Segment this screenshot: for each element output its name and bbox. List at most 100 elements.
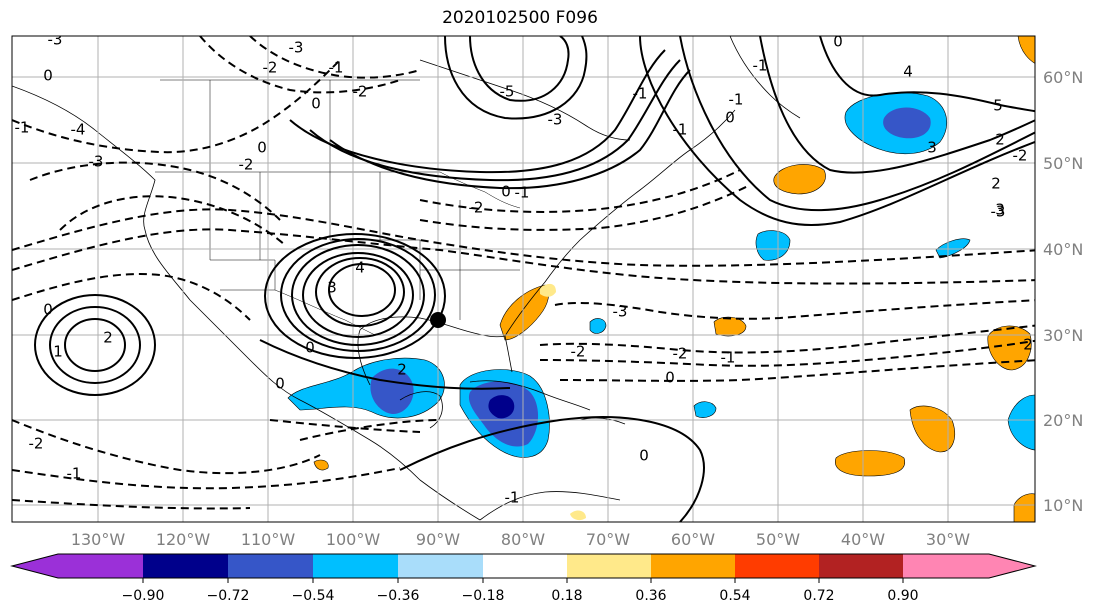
contour-label: -2: [353, 83, 368, 101]
lat-label: 20°N: [1043, 411, 1083, 430]
shaded-anomalies: [287, 36, 1035, 522]
contour-pos-pacific-1: [64, 318, 126, 372]
lon-label: 90°W: [416, 530, 460, 549]
contour-neg-3: [12, 273, 251, 321]
contour-label: 2: [397, 361, 407, 379]
contour-label: 2: [995, 131, 1005, 149]
border-us-canada: [155, 171, 521, 209]
lat-label: 60°N: [1043, 68, 1083, 87]
contour-label: 0: [305, 339, 315, 357]
contour-label: -1: [753, 57, 768, 75]
colorbar-bin: [398, 554, 483, 578]
contour-pos-atl-3: [759, 36, 1035, 174]
colorbar-tick-label: 0.18: [551, 588, 582, 604]
colorbar: −0.90 −0.72 −0.54 −0.36 −0.18 0.18 0.36 …: [10, 553, 1037, 604]
colorbar-tick-label: 0.36: [635, 588, 666, 604]
contour-label: 1: [53, 343, 63, 361]
lon-label: 40°W: [841, 530, 885, 549]
lon-label: 50°W: [756, 530, 800, 549]
anomaly-blue-atlantic-3: [935, 238, 971, 259]
anomaly-navy-caribbean: [488, 395, 515, 419]
colorbar-bin: [651, 554, 735, 578]
contour-label: -3: [991, 203, 1006, 221]
anomaly-darkblue-atlantic-2: [883, 107, 931, 139]
contour-neg-canada-5: [249, 36, 421, 79]
contour-label: -3: [48, 31, 63, 49]
colorbar-low-extend: [12, 554, 58, 578]
contour-neg-canada-2: [29, 161, 281, 221]
anomaly-blue-small-1: [589, 318, 607, 334]
contour-pos-texas-2: [291, 244, 425, 346]
latitude-labels: 60°N 50°N 40°N 30°N 20°N 10°N: [1043, 68, 1083, 515]
colorbar-tick-label: −0.72: [207, 588, 250, 604]
contour-label: -1: [515, 184, 530, 202]
contour-label: -2: [673, 345, 688, 363]
contour-label: 2: [991, 175, 1001, 193]
colorbar-bin: [903, 554, 989, 578]
coastline-yucatan: [399, 391, 443, 429]
anomaly-orange-atlantic-4: [835, 450, 906, 477]
coastline-north-america-west: [12, 85, 481, 521]
anomaly-yellow-carolina: [540, 283, 556, 297]
contour-label: 0: [665, 369, 675, 387]
contour-label: -2: [263, 59, 278, 77]
contour-label: -2: [571, 343, 586, 361]
map-frame: [11, 35, 1036, 523]
contour-label: -1: [633, 85, 648, 103]
contour-pos-zero-south: [259, 339, 511, 390]
coastline-canada-arctic: [419, 59, 631, 141]
lon-label: 70°W: [586, 530, 630, 549]
coastline-hispaniola: [579, 417, 626, 425]
colorbar-high-extend: [989, 554, 1035, 578]
colorbar-tick-label: −0.90: [122, 588, 165, 604]
contour-pos-atl-4: [819, 36, 1035, 113]
lon-label: 130°W: [71, 530, 126, 549]
contour-pos-pacific-3: [34, 294, 156, 396]
lat-label: 10°N: [1043, 496, 1083, 515]
contour-label: -1: [721, 349, 736, 367]
lat-label: 30°N: [1043, 326, 1083, 345]
contour-label: -1: [67, 465, 82, 483]
contour-label: 0: [311, 95, 321, 113]
contour-label: 3: [327, 279, 337, 297]
colorbar-bin: [58, 554, 143, 578]
contour-label: 0: [725, 109, 735, 127]
contour-label: 0: [43, 301, 53, 319]
contour-pos-texas-6: [328, 263, 396, 317]
colorbar-bin: [313, 554, 398, 578]
contour-label: 0: [43, 67, 53, 85]
contour-neg-10: [12, 499, 251, 510]
contour-label: -2: [469, 199, 484, 217]
contour-label: -5: [500, 83, 515, 101]
colorbar-bin: [228, 554, 313, 578]
contour-label: 3: [995, 201, 1005, 219]
contour-label: 3: [927, 139, 937, 157]
contours-positive: [34, 36, 1035, 522]
contour-label: 0: [275, 375, 285, 393]
anomaly-orange-atlantic-5: [1013, 493, 1035, 522]
contour-label: 5: [993, 97, 1003, 115]
anomaly-blue-small-2: [693, 401, 717, 418]
lon-label: 80°W: [501, 530, 545, 549]
colorbar-bin: [143, 554, 228, 578]
contour-pos-jet-3: [289, 49, 666, 174]
contour-label: -3: [548, 111, 563, 129]
coastline-south-america: [479, 491, 621, 521]
contour-neg-zero-caribbean: [299, 419, 441, 441]
colorbar-bin: [483, 554, 567, 578]
contour-pos-jet-2: [309, 59, 681, 182]
contour-pos-texas-3: [280, 238, 436, 352]
contour-label: 4: [355, 259, 365, 277]
contour-label: 4: [903, 63, 913, 81]
anomaly-yellow-small: [570, 510, 586, 521]
border-state-1: [209, 172, 276, 290]
contours-negative: [12, 36, 1035, 510]
contour-neg-canada-3: [59, 195, 286, 246]
contour-neg-9: [12, 467, 401, 490]
contour-label: 2: [1023, 336, 1033, 354]
anomaly-orange-atlantic-1: [773, 164, 826, 195]
contour-pos-caribbean: [399, 416, 705, 522]
coastlines: [12, 36, 801, 521]
longitude-labels: 130°W 120°W 110°W 100°W 90°W 80°W 70°W 6…: [71, 530, 970, 549]
